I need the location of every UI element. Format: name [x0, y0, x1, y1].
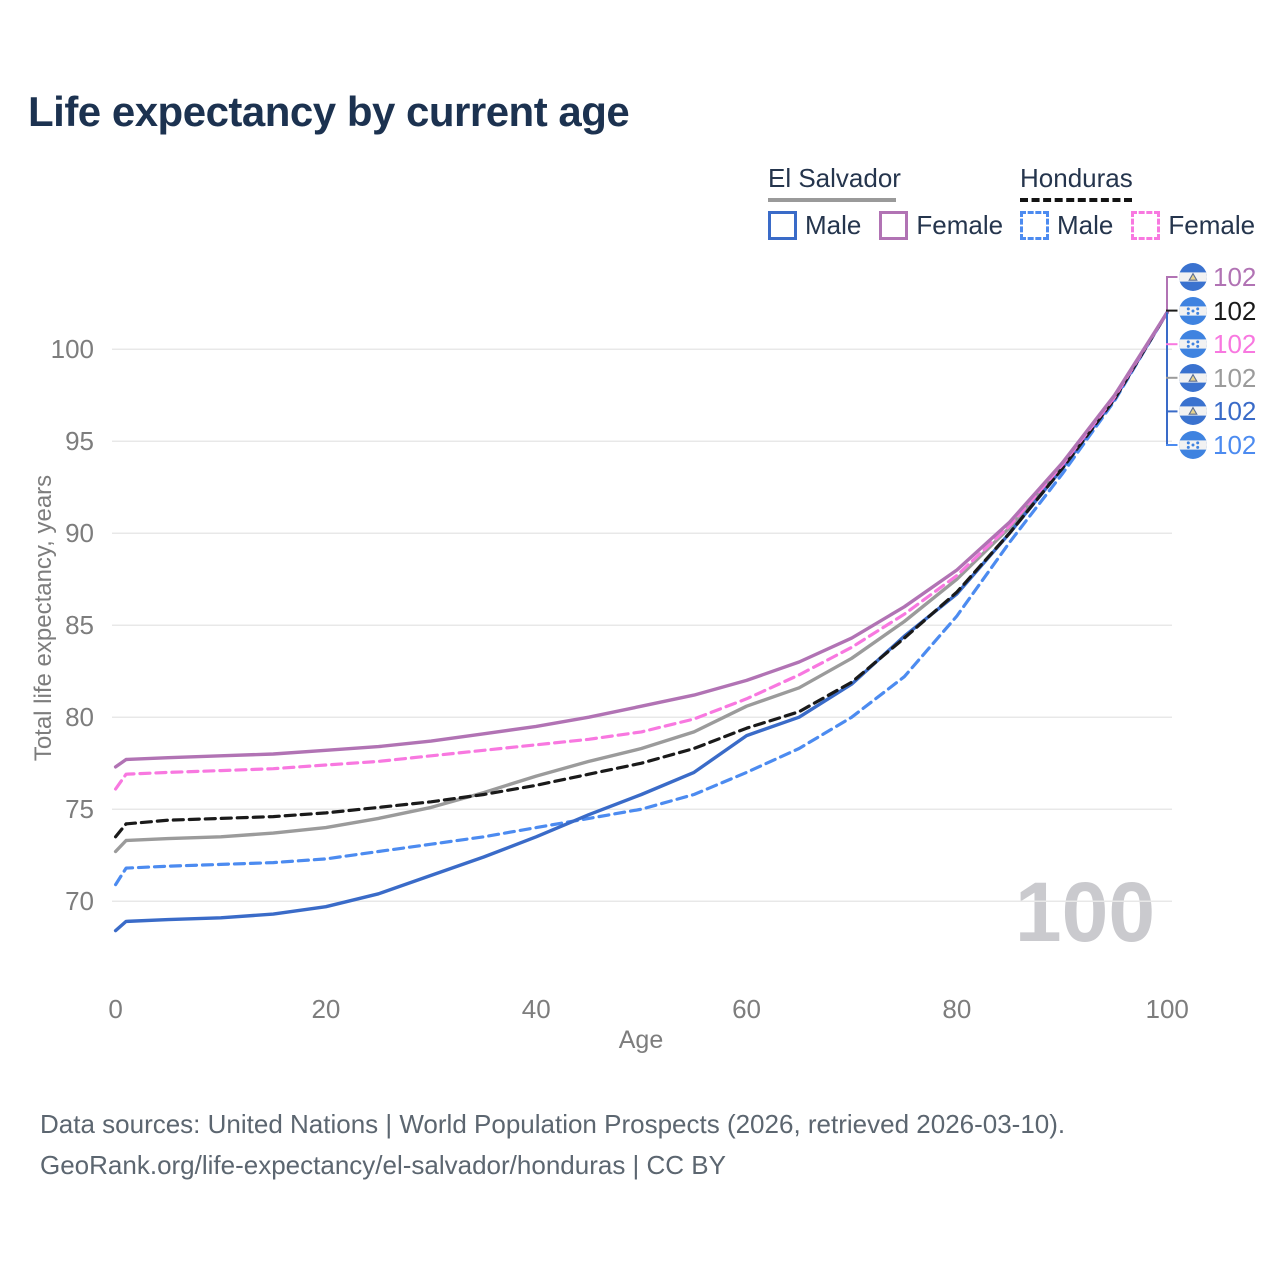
series-line-el-salvador-total — [113, 310, 1169, 854]
end-label-el-salvador-male: 102 — [1179, 396, 1257, 427]
honduras-flag-icon — [1179, 431, 1207, 459]
footer-data-sources: Data sources: United Nations | World Pop… — [40, 1109, 1066, 1139]
honduras-flag — [1179, 296, 1207, 325]
el-salvador-flag — [1179, 363, 1207, 392]
x-tick-100: 100 — [1145, 994, 1189, 1024]
y-tick-70: 70 — [65, 886, 94, 917]
x-axis-title: Age — [618, 1026, 664, 1054]
end-label-value: 102 — [1213, 262, 1257, 292]
el-salvador-flag-icon — [1179, 363, 1207, 392]
series-line-honduras-male — [114, 310, 1169, 887]
end-label-value: 102 — [1213, 362, 1257, 393]
legend-swatch-el-salvador-male-icon — [768, 211, 797, 240]
series-line-el-salvador-female — [113, 310, 1169, 769]
legend-item-el-salvador-female[interactable]: Female — [879, 210, 1003, 241]
legend-swatch-honduras-female-icon — [1131, 211, 1161, 240]
end-label-value: 102 — [1213, 295, 1257, 326]
honduras-flag-icon — [1179, 296, 1207, 325]
x-tick-20: 20 — [311, 994, 341, 1024]
x-tick-80: 80 — [942, 994, 972, 1024]
legend-group-el-salvador: El Salvador Male Female — [768, 163, 1003, 241]
honduras-flag — [1179, 330, 1207, 359]
legend-header-el-salvador[interactable]: El Salvador — [768, 163, 901, 193]
y-tick-95: 95 — [65, 426, 94, 457]
y-axis-title: Total life expectancy, years — [30, 474, 57, 762]
legend-label-el-salvador-male: Male — [805, 210, 862, 240]
legend-header-honduras[interactable]: Honduras — [1020, 163, 1133, 193]
el-salvador-flag-icon — [1179, 263, 1207, 291]
y-tick-100: 100 — [50, 334, 94, 365]
legend-label-honduras-female: Female — [1168, 210, 1256, 240]
x-tick-0: 0 — [108, 994, 123, 1024]
end-label-value: 102 — [1213, 329, 1257, 360]
legend-swatch-el-salvador-female-icon — [879, 211, 909, 240]
legend-group-honduras: Honduras Male Female — [1020, 163, 1255, 241]
end-label-value: 102 — [1213, 430, 1257, 460]
end-label-el-salvador-female: 102 — [1179, 263, 1256, 291]
legend-item-honduras-female[interactable]: Female — [1131, 210, 1255, 241]
y-tick-85: 85 — [65, 610, 94, 641]
page-title: Life expectancy by current age — [28, 88, 630, 135]
age-watermark: 100 — [1015, 865, 1155, 959]
series-line-honduras-female — [114, 310, 1169, 791]
end-label-el-salvador-total: 102 — [1179, 362, 1257, 393]
legend-label-el-salvador-female: Female — [916, 210, 1004, 240]
end-label-honduras-male: 102 — [1179, 431, 1256, 459]
footer-link-line: GeoRank.org/life-expectancy/el-salvador/… — [40, 1150, 726, 1180]
legend-item-el-salvador-male[interactable]: Male — [768, 210, 861, 241]
y-tick-80: 80 — [65, 702, 94, 733]
legend-swatch-honduras-male-icon — [1020, 211, 1049, 240]
y-tick-90: 90 — [65, 518, 94, 549]
legend-underline-honduras — [1020, 198, 1132, 202]
end-label-value: 102 — [1213, 396, 1257, 427]
el-salvador-flag-icon — [1179, 397, 1207, 426]
el-salvador-flag — [1179, 397, 1207, 426]
legend-item-honduras-male[interactable]: Male — [1020, 210, 1113, 241]
honduras-flag — [1179, 431, 1207, 459]
end-label-honduras-total: 102 — [1179, 295, 1257, 326]
end-label-honduras-female: 102 — [1179, 329, 1257, 360]
honduras-flag-icon — [1179, 330, 1207, 359]
series-line-honduras-total — [114, 310, 1169, 839]
series-line-el-salvador-male — [113, 310, 1169, 933]
el-salvador-flag — [1179, 263, 1207, 291]
footer-attribution: Data sources: United Nations | World Pop… — [40, 1104, 1065, 1186]
legend-label-honduras-male: Male — [1057, 210, 1114, 240]
x-tick-60: 60 — [732, 994, 762, 1024]
legend-underline-el-salvador — [768, 198, 896, 202]
x-tick-40: 40 — [521, 994, 551, 1024]
y-tick-75: 75 — [65, 794, 94, 825]
